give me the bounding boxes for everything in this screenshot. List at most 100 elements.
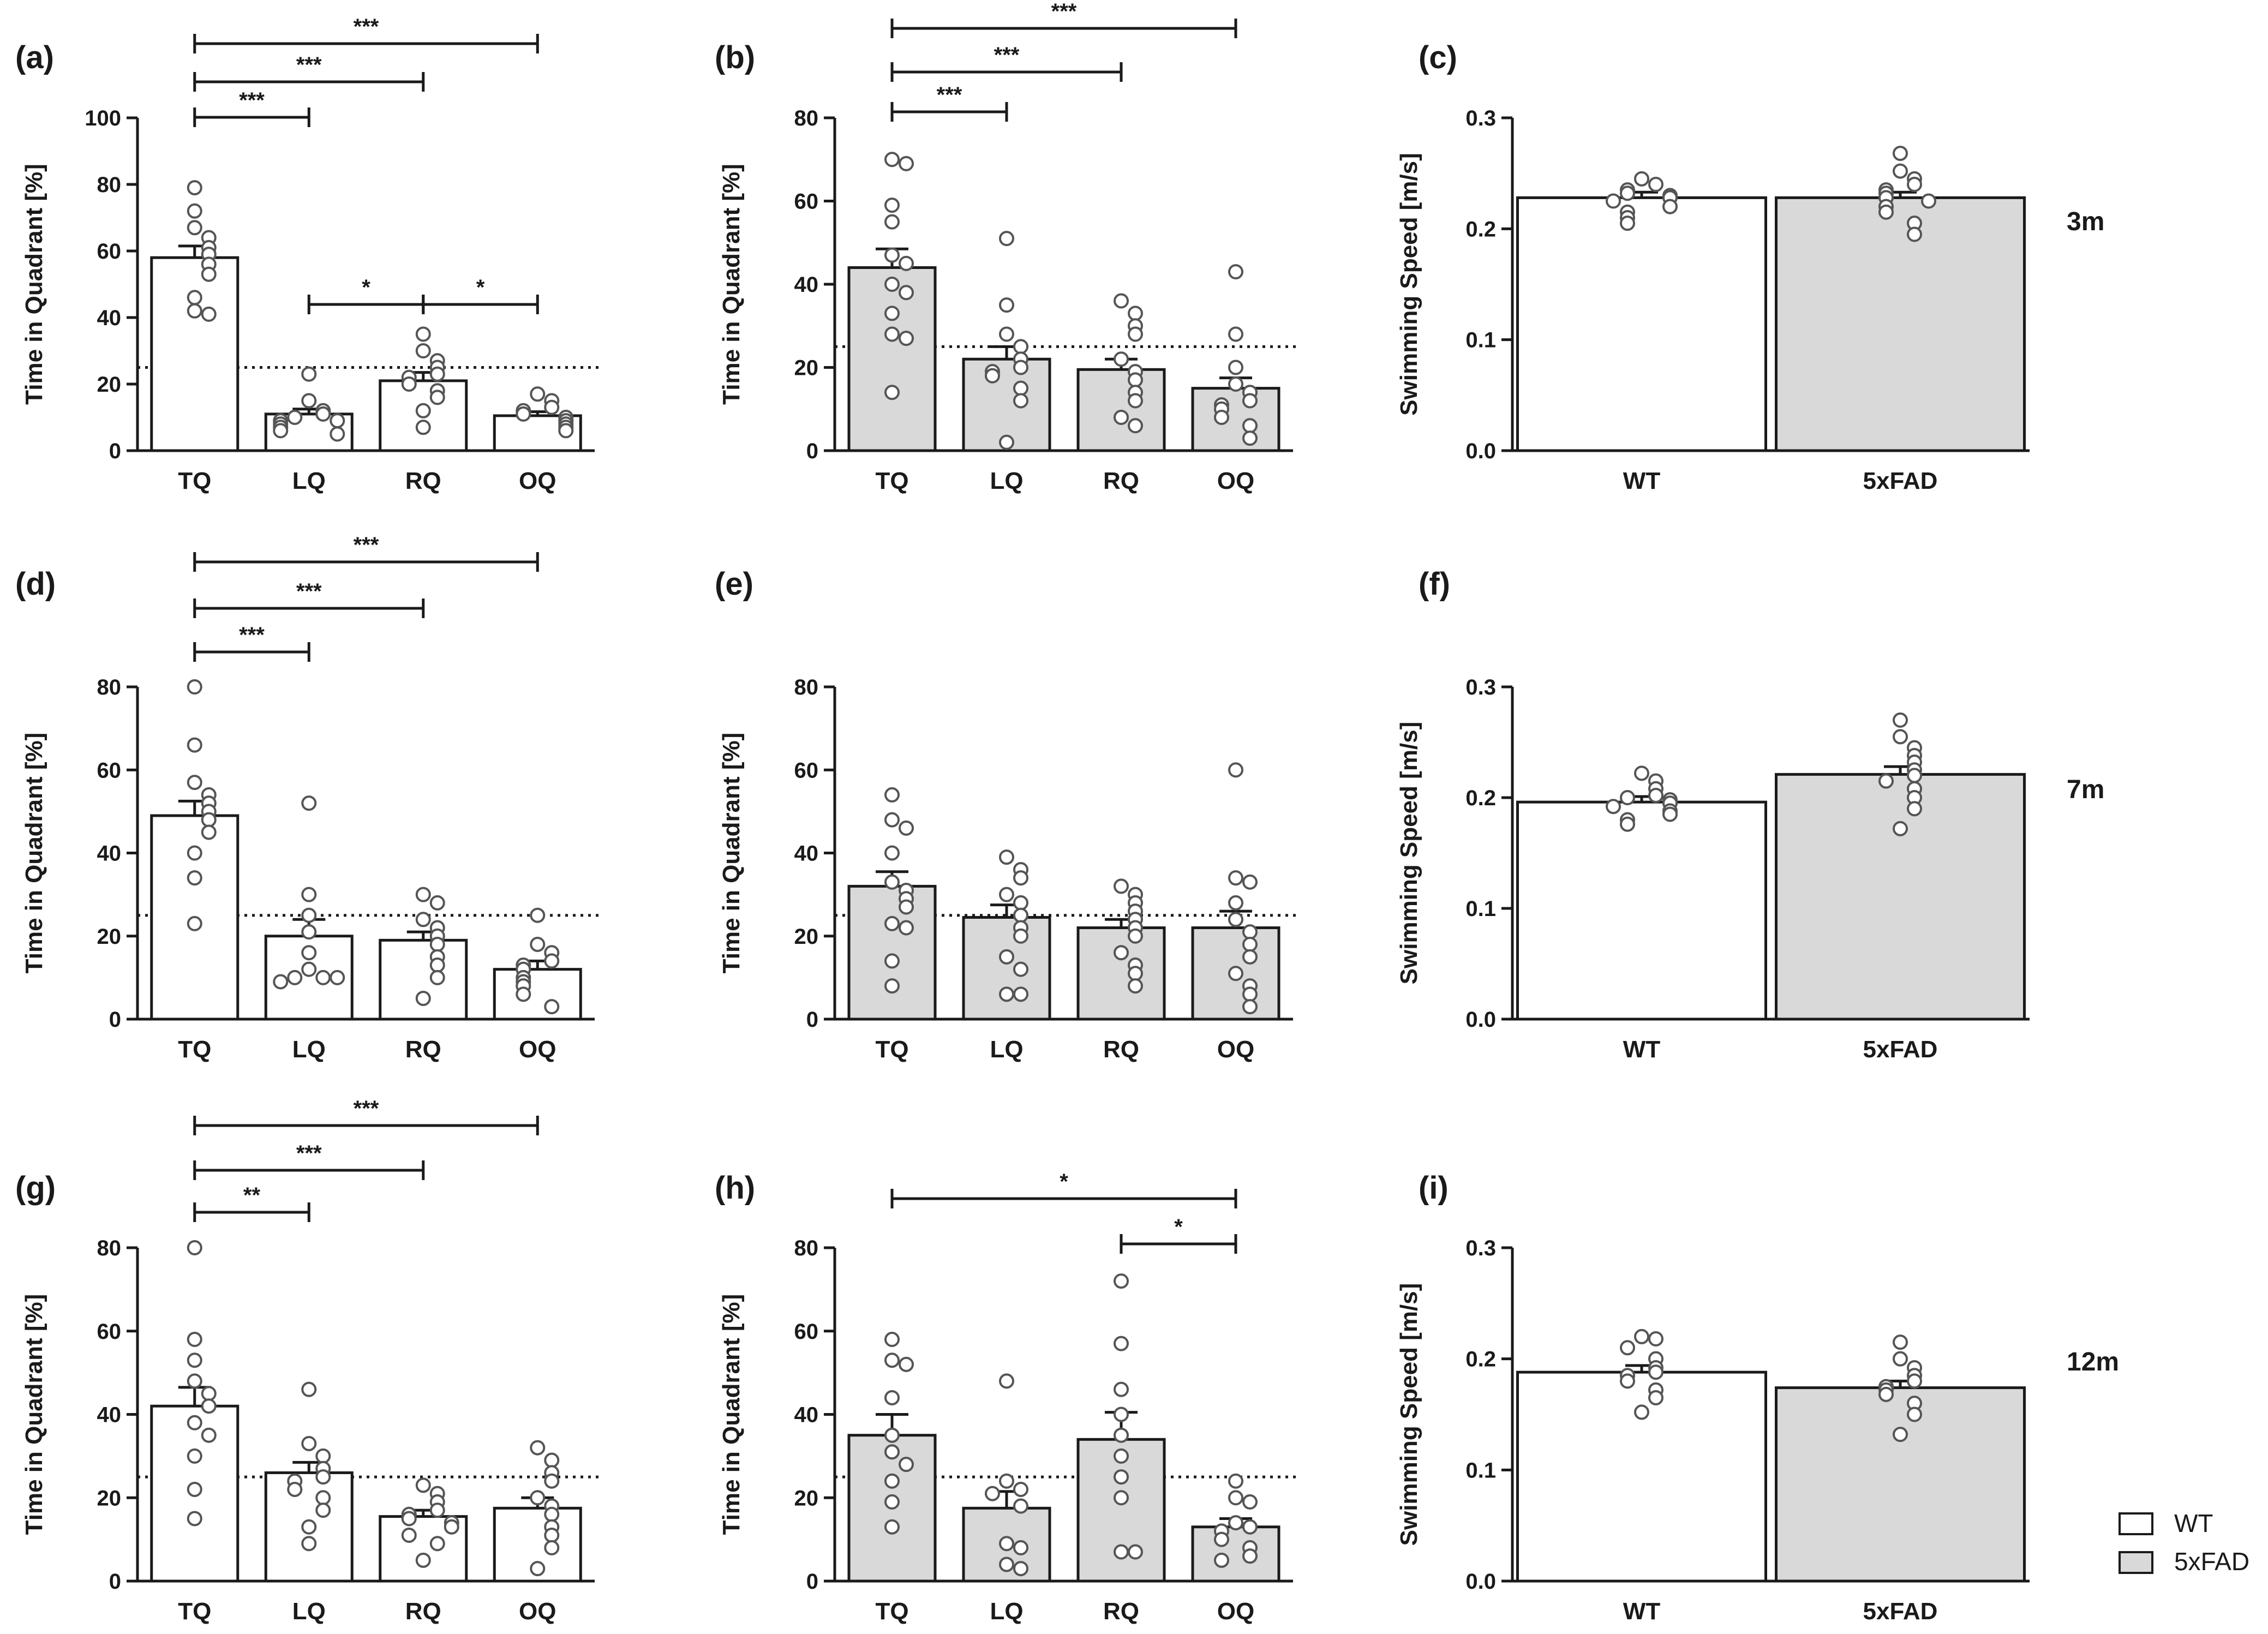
data-point	[187, 290, 202, 306]
y-tick-label: 80	[794, 675, 819, 699]
data-point	[1242, 1548, 1258, 1564]
data-point	[1114, 878, 1129, 894]
data-point	[301, 961, 317, 977]
x-category-label: LQ	[292, 1598, 326, 1625]
data-point	[1013, 360, 1028, 375]
data-point	[544, 1452, 560, 1468]
data-point	[544, 399, 560, 415]
data-point	[301, 887, 317, 902]
data-point	[201, 824, 217, 840]
data-point	[1228, 264, 1243, 280]
data-point	[884, 1352, 900, 1368]
y-axis-title: Time in Quadrant [%]	[718, 1294, 745, 1535]
panel-label: (d)	[15, 566, 56, 602]
data-point	[187, 220, 202, 236]
data-point	[187, 679, 202, 695]
data-point	[301, 795, 317, 811]
data-point	[1893, 821, 1908, 836]
data-point	[999, 849, 1014, 865]
data-point	[201, 306, 217, 322]
y-tick-label: 60	[794, 1320, 819, 1344]
data-point	[1907, 177, 1922, 192]
data-point	[315, 406, 331, 422]
data-point	[1893, 729, 1908, 745]
data-point	[415, 887, 431, 902]
panel-c: (c) 0.0 0.1 0.2 0.3 Swimming Speed [m/s] WT 5xF…	[1396, 40, 2030, 494]
y-tick-label: 0.1	[1465, 897, 1496, 921]
data-point	[1242, 1494, 1258, 1510]
x-category-label: LQ	[292, 468, 326, 494]
data-point	[1214, 410, 1229, 425]
panel-b: (b) 0 20 40 60 80 Time in Quadrant [%] TQ LQ RQ OQ…	[715, 0, 1298, 494]
y-tick-label: 80	[97, 1236, 122, 1260]
significance-label: *	[1060, 1170, 1068, 1194]
data-point	[415, 326, 431, 342]
data-point	[884, 306, 900, 321]
legend-label-5xfad: 5xFAD	[2174, 1547, 2249, 1576]
data-point	[1013, 895, 1028, 911]
data-point	[1013, 907, 1028, 923]
data-point	[1228, 1490, 1243, 1506]
data-point	[899, 1457, 914, 1473]
data-point	[187, 1415, 202, 1431]
x-category-label: TQ	[875, 1036, 908, 1063]
data-point	[1128, 928, 1143, 944]
bar-wt	[1516, 800, 1767, 1021]
data-point	[1878, 204, 1894, 220]
data-point	[544, 1506, 560, 1522]
data-point	[415, 420, 431, 435]
data-point	[899, 285, 914, 301]
data-point	[516, 406, 531, 422]
x-category-label: WT	[1623, 1598, 1661, 1625]
y-tick-label: 0	[109, 1570, 121, 1594]
data-point	[187, 303, 202, 319]
data-point	[999, 434, 1014, 450]
data-point	[187, 1352, 202, 1368]
significance-label: ***	[296, 579, 322, 603]
data-point	[544, 999, 560, 1015]
data-point	[884, 845, 900, 861]
data-point	[273, 974, 289, 990]
data-point	[899, 899, 914, 915]
data-point	[899, 255, 914, 271]
data-point	[415, 1477, 431, 1493]
y-axis-title: Swimming Speed [m/s]	[1396, 1283, 1422, 1546]
data-point	[1907, 226, 1922, 242]
y-tick-label: 60	[97, 240, 122, 264]
data-point	[315, 1490, 331, 1506]
data-point	[1228, 966, 1243, 981]
y-tick-label: 20	[97, 373, 122, 397]
significance-label: ***	[354, 15, 379, 39]
data-point	[201, 1386, 217, 1402]
y-tick-label: 20	[97, 925, 122, 949]
data-point	[1114, 1544, 1129, 1560]
data-point	[1228, 912, 1243, 927]
data-point	[1620, 816, 1635, 832]
x-category-label: LQ	[292, 1036, 326, 1063]
y-tick-label: 40	[794, 273, 819, 297]
data-point	[1228, 895, 1243, 911]
y-tick-label: 80	[97, 173, 122, 197]
data-point	[999, 887, 1014, 902]
data-point	[1013, 393, 1028, 409]
data-point	[287, 410, 303, 425]
x-category-label: TQ	[178, 468, 211, 494]
significance-label: ***	[239, 623, 265, 647]
bar-tq	[847, 884, 937, 1021]
y-tick-label: 0.3	[1465, 106, 1496, 130]
x-category-label: LQ	[990, 1598, 1023, 1625]
data-point	[187, 737, 202, 753]
data-point	[1648, 1390, 1663, 1405]
data-point	[884, 915, 900, 931]
data-point	[1228, 326, 1243, 342]
panel-label: (g)	[15, 1170, 56, 1206]
data-point	[544, 1540, 560, 1555]
y-tick-label: 40	[97, 842, 122, 866]
bar-rq	[379, 938, 468, 1021]
y-tick-label: 60	[97, 1320, 122, 1344]
data-point	[1907, 768, 1922, 783]
x-category-label: LQ	[990, 468, 1023, 494]
data-point	[187, 1448, 202, 1464]
data-point	[899, 331, 914, 346]
bar-5xfad	[1775, 773, 2026, 1021]
